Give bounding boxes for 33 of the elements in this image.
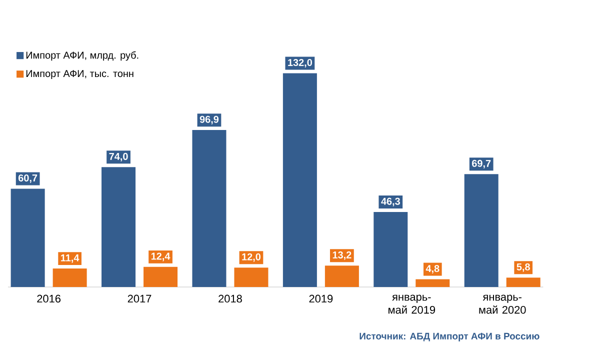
legend-label: Импорт АФИ, млрд. руб. xyxy=(26,51,138,61)
data-label: 74,0 xyxy=(109,152,128,162)
data-label: 4,8 xyxy=(426,265,440,274)
x-tick-label: 2016 xyxy=(37,294,61,303)
data-label: 46,3 xyxy=(381,198,400,206)
bar xyxy=(234,268,268,287)
bar xyxy=(282,73,317,287)
data-label: 60,7 xyxy=(18,174,38,183)
x-tick-label: 2018 xyxy=(218,294,242,303)
bar xyxy=(144,266,178,287)
legend-label: Импорт АФИ, тыс. тонн xyxy=(26,70,134,80)
data-label: 5,8 xyxy=(516,263,530,272)
x-tick-label: январь-май 2019 xyxy=(388,294,436,314)
bar xyxy=(464,174,498,287)
data-label: 11,4 xyxy=(61,254,80,263)
data-label: 13,2 xyxy=(332,251,352,260)
data-label: 69,7 xyxy=(472,160,491,168)
data-label: 132,0 xyxy=(288,58,312,68)
bar xyxy=(102,167,136,287)
data-label: 12,4 xyxy=(151,252,170,262)
text: Источник: АБД Импорт АФИ в Россию xyxy=(360,332,540,342)
data-label: 96,9 xyxy=(200,116,219,124)
bar xyxy=(10,188,45,287)
x-tick-label: 2019 xyxy=(309,294,333,303)
bar xyxy=(192,130,226,287)
bar xyxy=(374,212,408,287)
bar xyxy=(506,278,540,287)
data-label: 12,0 xyxy=(242,253,261,262)
bar xyxy=(416,279,450,287)
x-tick-label: январь-май 2020 xyxy=(479,294,526,314)
x-tick-label: 2017 xyxy=(128,294,152,303)
bar xyxy=(52,268,87,287)
bar xyxy=(324,266,359,287)
